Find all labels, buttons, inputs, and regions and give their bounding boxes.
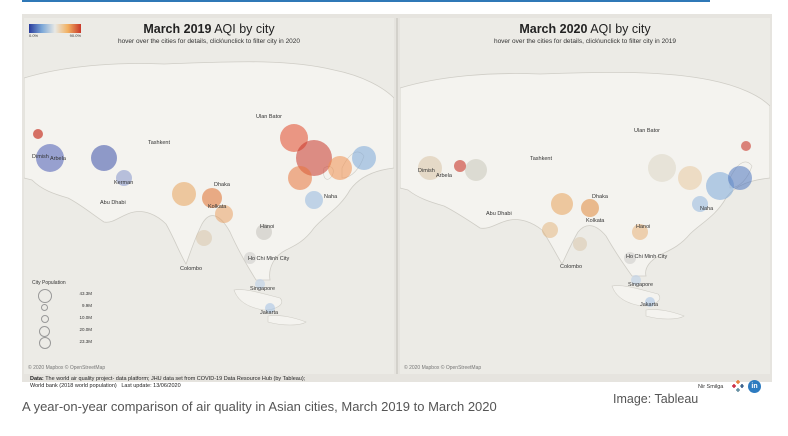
map-title-2019: March 2019 AQI by city: [143, 22, 275, 36]
city-label[interactable]: Kerman: [114, 180, 134, 186]
aqi-blobs-2019: [33, 124, 376, 313]
city-label[interactable]: Hanoi: [636, 224, 651, 230]
legend-row: 23.3M: [32, 336, 92, 349]
map-title-2020: March 2020 AQI by city: [519, 22, 651, 36]
legend-row: 43.3M: [32, 288, 92, 303]
city-label[interactable]: Abu Dhabi: [100, 200, 126, 206]
city-label[interactable]: Abu Dhabi: [486, 211, 512, 217]
legend-row: 10.0M: [32, 312, 92, 324]
city-label[interactable]: Dimish: [32, 154, 49, 160]
panel-divider: [396, 18, 398, 374]
city-label[interactable]: Ulan Bator: [634, 128, 660, 134]
city-label[interactable]: Jakarta: [260, 310, 279, 316]
aqi-figure: March 2019 AQI by city hover over the ci…: [22, 14, 772, 393]
aqi-color-scale: 0.0% 90.0%: [29, 24, 81, 38]
city-label[interactable]: Kolkata: [208, 204, 227, 210]
scale-min-label: 0.0%: [29, 33, 39, 38]
data-footnote: Data: The world air quality project- dat…: [30, 376, 306, 389]
tableau-logo-icon[interactable]: [732, 380, 744, 392]
city-label[interactable]: Kolkata: [586, 218, 605, 224]
city-label[interactable]: Hanoi: [260, 224, 275, 230]
map-attribution-2020[interactable]: © 2020 Mapbox © OpenStreetMap: [404, 365, 482, 371]
legend-title: City Population: [32, 280, 66, 286]
city-label[interactable]: Arbela: [50, 156, 66, 162]
legend-row: 9.9M: [32, 300, 92, 312]
map-land-2019: [24, 61, 394, 326]
legend-row: 20.0M: [32, 324, 92, 337]
city-label[interactable]: Ho Chi Minh City: [626, 254, 668, 260]
city-label[interactable]: Dimish: [418, 168, 435, 174]
city-label[interactable]: Jakarta: [640, 302, 659, 308]
city-label[interactable]: Naha: [324, 194, 338, 200]
top-rule: [22, 0, 710, 2]
map-2019[interactable]: March 2019 AQI by city hover over the ci…: [24, 18, 394, 374]
figure-caption: A year-on-year comparison of air quality…: [22, 399, 497, 414]
city-label[interactable]: Ulan Bator: [256, 114, 282, 120]
image-credit: Image: Tableau: [613, 392, 699, 406]
scale-max-label: 90.0%: [69, 33, 81, 38]
city-label[interactable]: Singapore: [250, 286, 276, 292]
color-scale-bar: [29, 24, 81, 33]
city-label[interactable]: Tashkent: [530, 156, 553, 162]
city-label[interactable]: Ho Chi Minh City: [248, 256, 290, 262]
map-2020[interactable]: March 2020 AQI by city hover over the ci…: [400, 18, 770, 374]
map-land-2020: [400, 71, 770, 320]
linkedin-icon[interactable]: in: [748, 380, 761, 393]
map-subtitle-2019: hover over the cities for details, click…: [117, 38, 301, 45]
aqi-blobs-2020: [418, 141, 752, 307]
map-attribution-2019[interactable]: © 2020 Mapbox © OpenStreetMap: [28, 365, 106, 371]
city-label[interactable]: Tashkent: [148, 140, 171, 146]
population-legend: City Population 43.3M 9.9M 10.0M 20.0M 2…: [32, 280, 92, 349]
city-label[interactable]: Naha: [700, 206, 714, 212]
city-label[interactable]: Colombo: [180, 266, 203, 272]
author-name: Nir Smilga: [698, 384, 724, 390]
city-label[interactable]: Singapore: [628, 282, 654, 288]
city-label[interactable]: Colombo: [560, 264, 583, 270]
map-subtitle-2020: hover over the cities for details, click…: [493, 38, 677, 45]
city-label[interactable]: Dhaka: [592, 194, 608, 200]
city-label[interactable]: Arbela: [436, 173, 452, 179]
city-label[interactable]: Dhaka: [214, 182, 230, 188]
